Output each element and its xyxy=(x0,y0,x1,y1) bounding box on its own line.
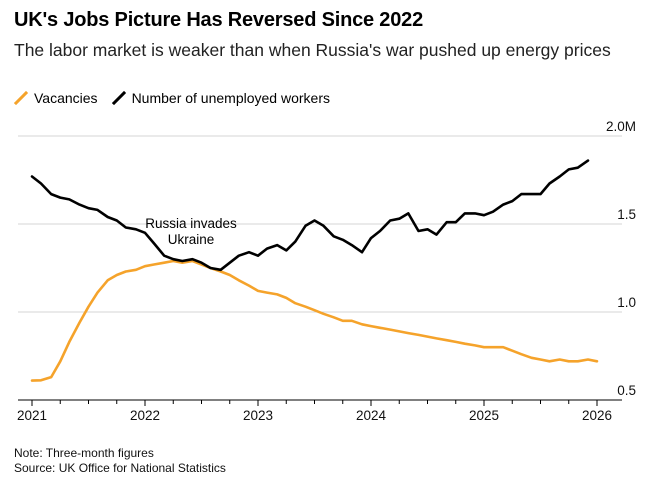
y-tick-label: 1.5 xyxy=(617,207,636,222)
legend-line-unemployed-icon xyxy=(111,91,126,105)
x-tick-label: 2023 xyxy=(243,408,273,423)
annotation: Russia invades Ukraine xyxy=(145,216,237,247)
x-tick-label: 2022 xyxy=(130,408,160,423)
series-line-vacancies xyxy=(30,259,599,382)
y-axis-ticks: 0.5 1.0 1.5 2.0M xyxy=(606,119,636,398)
annotation-line-2: Ukraine xyxy=(168,232,215,247)
x-tick-label: 2025 xyxy=(469,408,499,423)
annotation-line-1: Russia invades xyxy=(145,216,237,231)
legend-item-unemployed: Number of unemployed workers xyxy=(111,90,330,106)
legend-label-vacancies: Vacancies xyxy=(34,90,98,106)
footer-note: Note: Three-month figures xyxy=(14,446,154,460)
footer-source: Source: UK Office for National Statistic… xyxy=(14,460,226,475)
legend-line-vacancies-icon xyxy=(14,91,28,105)
y-tick-label: 2.0M xyxy=(606,119,636,134)
series-line-unemployed xyxy=(30,159,590,272)
chart-title: UK's Jobs Picture Has Reversed Since 202… xyxy=(14,9,423,31)
x-axis: 2021 2022 2023 2024 2025 2026 xyxy=(17,399,622,423)
footer: Note: Three-month figures Source: UK Off… xyxy=(14,446,226,475)
series-lines xyxy=(30,159,599,382)
legend: Vacancies Number of unemployed workers xyxy=(14,90,344,106)
legend-label-unemployed: Number of unemployed workers xyxy=(131,90,330,106)
y-tick-label: 0.5 xyxy=(617,383,636,398)
legend-item-vacancies: Vacancies xyxy=(14,90,98,106)
x-tick-label: 2026 xyxy=(582,408,612,423)
y-tick-label: 1.0 xyxy=(617,295,636,310)
x-tick-label: 2021 xyxy=(17,408,47,423)
chart-subtitle: The labor market is weaker than when Rus… xyxy=(14,40,611,60)
x-tick-label: 2024 xyxy=(356,408,387,423)
